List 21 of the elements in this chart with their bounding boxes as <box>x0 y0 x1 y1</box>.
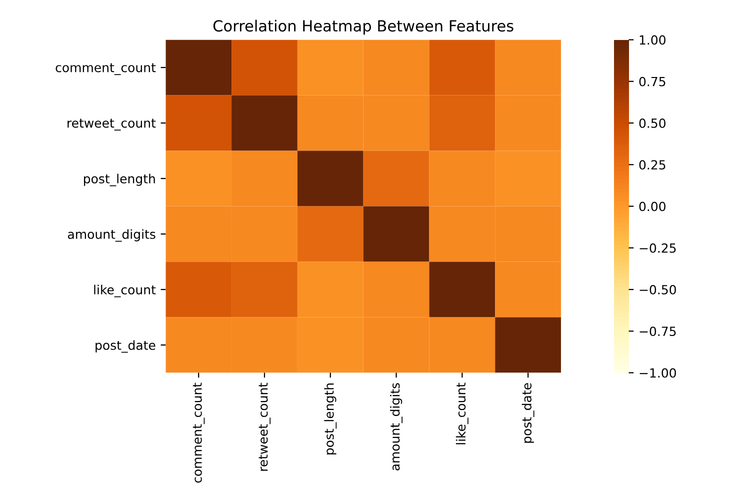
y-tick-label: comment_count <box>56 63 156 76</box>
color-bar-label: −1.00 <box>640 368 676 378</box>
color-bar-label: 0.50 <box>639 118 666 128</box>
color-bar-label: 0.25 <box>639 160 666 170</box>
color-bar-label: 0.75 <box>639 76 666 86</box>
x-tick-label: amount_digits <box>390 383 402 470</box>
color-bar-label: −0.75 <box>640 326 676 336</box>
y-tick-label: amount_digits <box>68 229 156 242</box>
color-bar-label: 0.00 <box>639 202 666 212</box>
y-tick-label: like_count <box>94 284 156 298</box>
color-bar-label: 1.00 <box>640 35 666 45</box>
x-tick-label: like_count <box>456 382 468 444</box>
y-tick-label: post_length <box>84 174 155 186</box>
x-tick-label: post_length <box>324 384 337 454</box>
x-tick-label: post_date <box>522 383 534 443</box>
y-tick-label: post_date <box>96 340 156 353</box>
y-tick-label: retweet_count <box>68 118 156 131</box>
x-tick-label: retweet_count <box>258 382 271 471</box>
color-bar-label: −0.25 <box>640 243 676 253</box>
color-bar-label: −0.50 <box>640 284 676 294</box>
chart-title: Correlation Heatmap Between Features <box>213 20 514 35</box>
